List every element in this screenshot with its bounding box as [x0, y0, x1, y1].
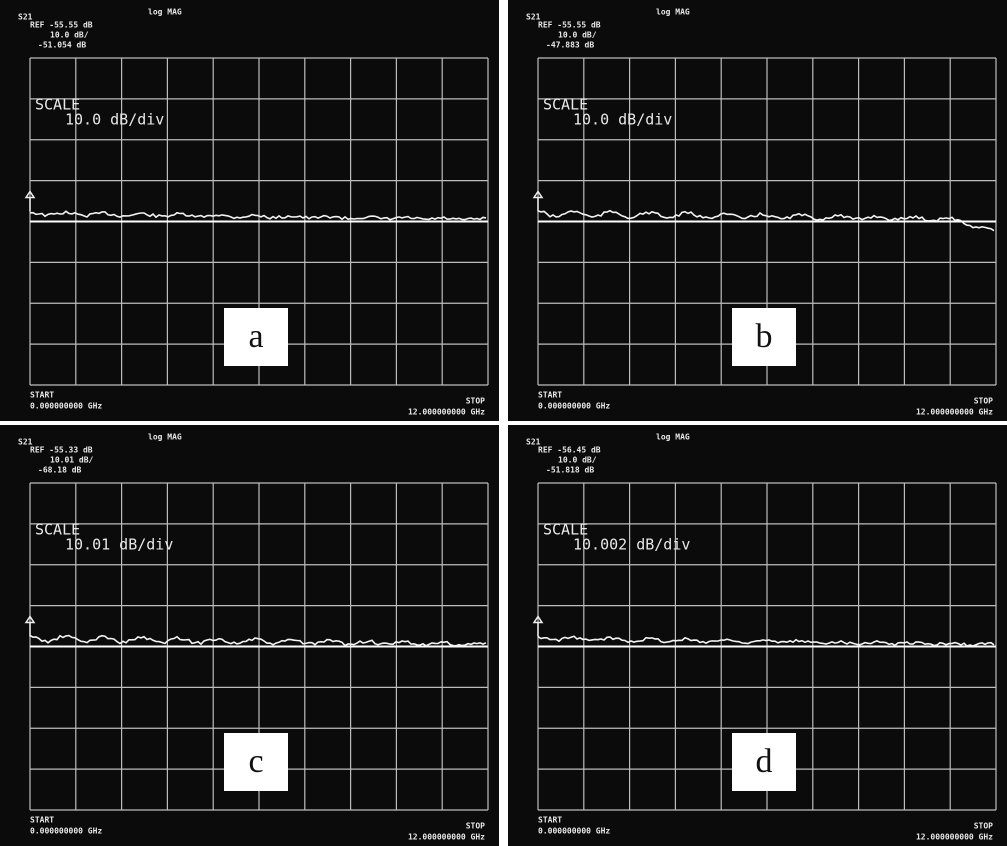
division: 10.0 dB/ — [558, 31, 597, 40]
stop-title: STOP — [974, 822, 993, 831]
scale-value: 10.0 dB/div — [573, 111, 672, 129]
format: log MAG — [148, 8, 182, 17]
start-frequency: 0.000000000 GHz — [30, 827, 102, 836]
scale-value: 10.01 dB/div — [65, 536, 173, 554]
start-title: START — [30, 816, 54, 825]
stop-frequency: 12.000000000 GHz — [408, 408, 485, 417]
format: log MAG — [656, 8, 690, 17]
screenshot: S21log MAGREF -55.55 dB10.0 dB/-51.054 d… — [0, 0, 1007, 846]
start-title: START — [30, 391, 54, 400]
panel-label: a — [248, 318, 263, 355]
reference: REF -55.33 dB — [30, 446, 93, 455]
panel-label: b — [756, 318, 773, 355]
stop-frequency: 12.000000000 GHz — [408, 833, 485, 842]
division: 10.0 dB/ — [50, 31, 89, 40]
stop-title: STOP — [466, 397, 485, 406]
stop-title: STOP — [974, 397, 993, 406]
stop-title: STOP — [466, 822, 485, 831]
reference: REF -56.45 dB — [538, 446, 601, 455]
start-title: START — [538, 816, 562, 825]
start-frequency: 0.000000000 GHz — [538, 827, 610, 836]
format: log MAG — [656, 433, 690, 442]
division: 10.01 dB/ — [50, 456, 94, 465]
panel-label: c — [248, 743, 263, 780]
scale-value: 10.002 dB/div — [573, 536, 690, 554]
marker-value: -51.818 dB — [546, 466, 594, 475]
start-title: START — [538, 391, 562, 400]
start-frequency: 0.000000000 GHz — [538, 402, 610, 411]
marker-value: -51.054 dB — [38, 41, 86, 50]
scale-value: 10.0 dB/div — [65, 111, 164, 129]
panel-label: d — [756, 743, 773, 780]
format: log MAG — [148, 433, 182, 442]
stop-frequency: 12.000000000 GHz — [916, 408, 993, 417]
marker-value: -47.883 dB — [546, 41, 594, 50]
stop-frequency: 12.000000000 GHz — [916, 833, 993, 842]
reference: REF -55.55 dB — [538, 21, 601, 30]
division: 10.0 dB/ — [558, 456, 597, 465]
start-frequency: 0.000000000 GHz — [30, 402, 102, 411]
reference: REF -55.55 dB — [30, 21, 93, 30]
marker-value: -68.18 dB — [38, 466, 82, 475]
